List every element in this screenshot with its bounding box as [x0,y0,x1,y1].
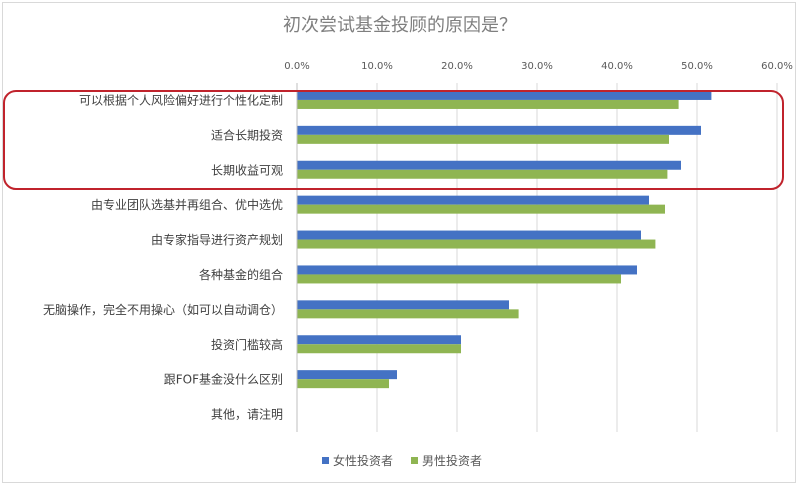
x-tick-label: 20.0% [441,61,473,72]
legend-swatch-female [322,457,329,464]
bar-female [297,160,681,170]
bars [296,83,712,432]
category-label: 无脑操作，完全不用操心（如可以自动调仓） [43,302,283,317]
category-label: 各种基金的组合 [199,267,283,282]
bar-male [297,379,389,389]
x-tick-label: 0.0% [284,61,309,72]
bar-male [297,309,519,319]
x-tick-label: 10.0% [361,61,393,72]
bar-male [297,274,621,284]
bar-male [297,99,679,109]
bar-female [297,90,712,100]
x-tick-label: 30.0% [521,61,553,72]
category-label: 可以根据个人风险偏好进行个性化定制 [79,92,283,107]
category-label: 其他，请注明 [211,407,283,422]
legend: 女性投资者 男性投资者 [322,453,482,468]
legend-swatch-male [411,457,418,464]
bar-female [297,370,397,380]
category-label: 投资门槛较高 [211,337,283,352]
category-label: 长期收益可观 [211,163,283,177]
bar-female [297,335,461,345]
legend-label-male: 男性投资者 [422,453,482,468]
bar-male [297,169,668,179]
bar-male [297,204,665,214]
chart-title: 初次尝试基金投顾的原因是？ [283,15,517,36]
highlight-box [3,90,784,190]
bar-female [297,125,701,135]
bar-male [297,134,669,144]
x-tick-label: 60.0% [761,61,793,72]
bar-male [297,344,461,354]
bar-female [297,300,509,310]
category-label: 由专家指导进行资产规划 [151,232,283,247]
x-tick-label: 50.0% [681,61,713,72]
category-label: 跟FOF基金没什么区别 [164,372,283,387]
bar-male [297,239,656,249]
category-label: 适合长期投资 [211,127,283,142]
x-axis-ticks: 0.0% 10.0% 20.0% 30.0% 40.0% 50.0% 60.0% [284,61,793,72]
bar-female [297,195,649,205]
bar-female [297,230,641,240]
category-labels: 可以根据个人风险偏好进行个性化定制适合长期投资长期收益可观由专业团队选基并再组合… [43,92,283,421]
bar-female [297,265,637,275]
legend-label-female: 女性投资者 [333,453,393,468]
category-label: 由专业团队选基并再组合、优中选优 [91,197,283,212]
x-tick-label: 40.0% [601,61,633,72]
